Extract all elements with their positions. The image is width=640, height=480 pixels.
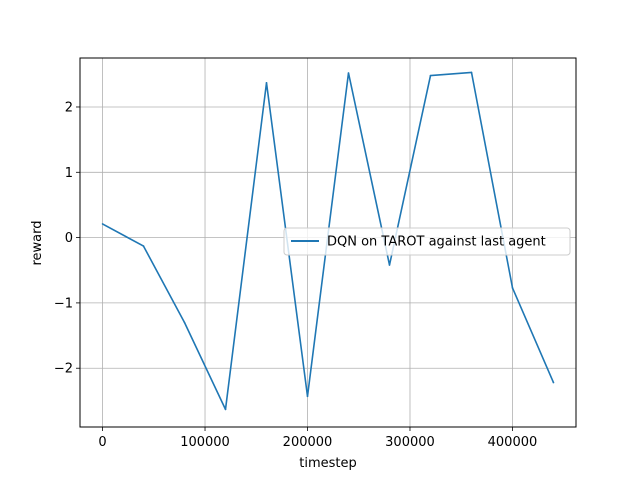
legend: DQN on TAROT against last agent [283,227,571,256]
data-point [552,381,555,384]
data-point [470,71,473,74]
data-point [388,264,391,266]
x-tick-label: 0 [98,435,106,450]
y-tick-label: 1 [65,166,73,181]
plot-area-frame [79,57,577,428]
x-tick-label: 100000 [180,435,230,450]
legend-series-label: DQN on TAROT against last agent [327,235,546,250]
x-tick-label: 300000 [385,435,435,450]
x-tick-label: 400000 [488,435,538,450]
y-tick-label: −2 [54,362,73,377]
x-axis-label: timestep [299,456,357,471]
data-point [306,395,309,398]
data-point [101,223,104,225]
y-tick-label: −1 [54,296,73,311]
data-point [347,72,350,74]
y-tick-label: 0 [65,231,73,246]
y-tick-label: 2 [65,100,73,115]
data-point [224,408,227,411]
data-point [183,321,186,324]
data-point [511,287,514,289]
x-tick-label: 200000 [283,435,333,450]
data-point [429,74,432,77]
x-axis: 0 100000 200000 300000 400000 [98,427,537,450]
data-point [142,245,145,247]
legend-box [283,227,571,256]
y-axis: −2 −1 0 1 2 [54,100,80,377]
data-point [265,82,268,84]
y-axis-label: reward [30,220,45,265]
